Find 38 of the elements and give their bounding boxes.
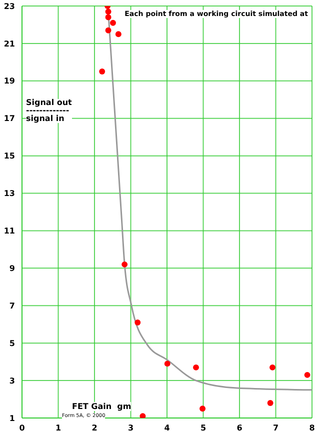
y-tick-label: 13 <box>4 189 15 198</box>
point <box>99 68 106 75</box>
point <box>200 406 206 412</box>
point <box>122 261 128 268</box>
y-tick-label: 17 <box>4 114 15 124</box>
x-tick-label: 3 <box>128 424 134 432</box>
point <box>140 413 146 418</box>
x-tick-label: 8 <box>309 424 316 432</box>
x-tick-label: 1 <box>55 424 62 432</box>
point <box>105 8 112 15</box>
x-tick-label: 0 <box>19 424 26 432</box>
y-tick-label: 15 <box>4 152 16 161</box>
x-axis-title: FET Gain gm <box>72 402 132 411</box>
x-tick-label: 4 <box>164 424 170 432</box>
x-tick-label: 6 <box>236 424 243 432</box>
point <box>105 14 112 20</box>
y-tick-label: 19 <box>4 76 16 86</box>
y-tick-label: 3 <box>9 376 15 386</box>
point <box>267 400 274 406</box>
y-tick-label: 11 <box>4 226 16 236</box>
y-tick-label: 1 <box>9 414 16 423</box>
y-tick-label: 7 <box>9 301 15 310</box>
y-tick-label: 5 <box>9 338 16 348</box>
y-axis-title: Signal out ------------- signal in <box>26 98 72 123</box>
y-tick-label: 9 <box>9 264 16 274</box>
point <box>115 31 122 38</box>
point <box>304 372 310 378</box>
point <box>193 364 199 370</box>
x-tick-label: 7 <box>272 424 279 432</box>
point <box>164 360 170 367</box>
point <box>110 20 116 26</box>
y-tick-label: 23 <box>4 2 15 11</box>
point <box>270 364 276 370</box>
x-tick-label: 5 <box>200 424 206 432</box>
point <box>134 320 141 326</box>
point <box>105 27 112 34</box>
x-tick-label: 2 <box>92 424 98 432</box>
y-tick-label: 21 <box>4 39 16 48</box>
